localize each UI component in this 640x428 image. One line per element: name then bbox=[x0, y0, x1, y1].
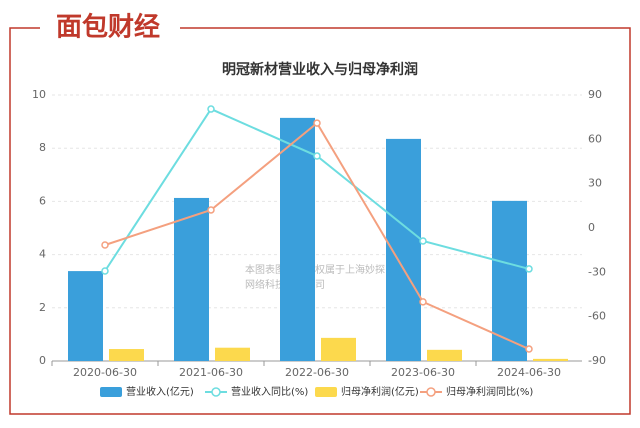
bar bbox=[533, 358, 568, 361]
y-tick-label: 8 bbox=[39, 141, 46, 154]
frame bbox=[9, 27, 631, 415]
y2-tick-label: 90 bbox=[588, 88, 602, 101]
y2-tick-label: 0 bbox=[588, 221, 595, 234]
legend-label: 营业收入同比(%) bbox=[231, 385, 308, 398]
legend-swatch bbox=[426, 387, 436, 397]
y2-tick-label: 30 bbox=[588, 177, 602, 190]
line-point bbox=[101, 241, 109, 249]
line-point bbox=[207, 206, 215, 214]
line bbox=[104, 107, 530, 272]
y-tick-label: 2 bbox=[39, 301, 46, 314]
x-tick-label: 2023-06-30 bbox=[391, 366, 455, 379]
legend-label: 归母净利润(亿元) bbox=[341, 385, 419, 398]
bar bbox=[215, 347, 250, 361]
logo: 面包财经 bbox=[56, 12, 160, 43]
bar bbox=[68, 271, 103, 361]
y2-tick-label: -60 bbox=[588, 310, 606, 323]
x-tick-label: 2022-06-30 bbox=[285, 366, 349, 379]
x-tick-label: 2024-06-30 bbox=[497, 366, 561, 379]
logo-bg bbox=[40, 8, 180, 44]
line-point bbox=[313, 119, 321, 127]
bar bbox=[174, 197, 209, 361]
legend-label: 归母净利润同比(%) bbox=[446, 385, 533, 398]
line-point bbox=[207, 105, 215, 113]
bar bbox=[280, 117, 315, 361]
legend-swatch bbox=[315, 387, 337, 397]
bar bbox=[321, 337, 356, 361]
y-tick-label: 10 bbox=[32, 88, 46, 101]
chart-title: 明冠新材营业收入与归母净利润 bbox=[222, 61, 418, 78]
x-tick-label: 2021-06-30 bbox=[179, 366, 243, 379]
y2-tick-label: -90 bbox=[588, 354, 606, 367]
bar bbox=[492, 200, 527, 361]
line-point bbox=[525, 265, 533, 273]
line-point bbox=[419, 237, 427, 245]
legend-swatch bbox=[100, 387, 122, 397]
line-point bbox=[525, 345, 533, 353]
bar bbox=[427, 349, 462, 361]
legend-swatch bbox=[211, 387, 221, 397]
line-point bbox=[419, 298, 427, 306]
y2-tick-label: 60 bbox=[588, 132, 602, 145]
y-tick-label: 6 bbox=[39, 194, 46, 207]
x-tick-label: 2020-06-30 bbox=[73, 366, 137, 379]
legend-label: 营业收入(亿元) bbox=[126, 385, 194, 398]
y-tick-label: 0 bbox=[39, 354, 46, 367]
bar bbox=[109, 349, 144, 361]
line-point bbox=[101, 267, 109, 275]
y-tick-label: 4 bbox=[39, 248, 46, 261]
y2-tick-label: -30 bbox=[588, 265, 606, 278]
line-point bbox=[313, 152, 321, 160]
